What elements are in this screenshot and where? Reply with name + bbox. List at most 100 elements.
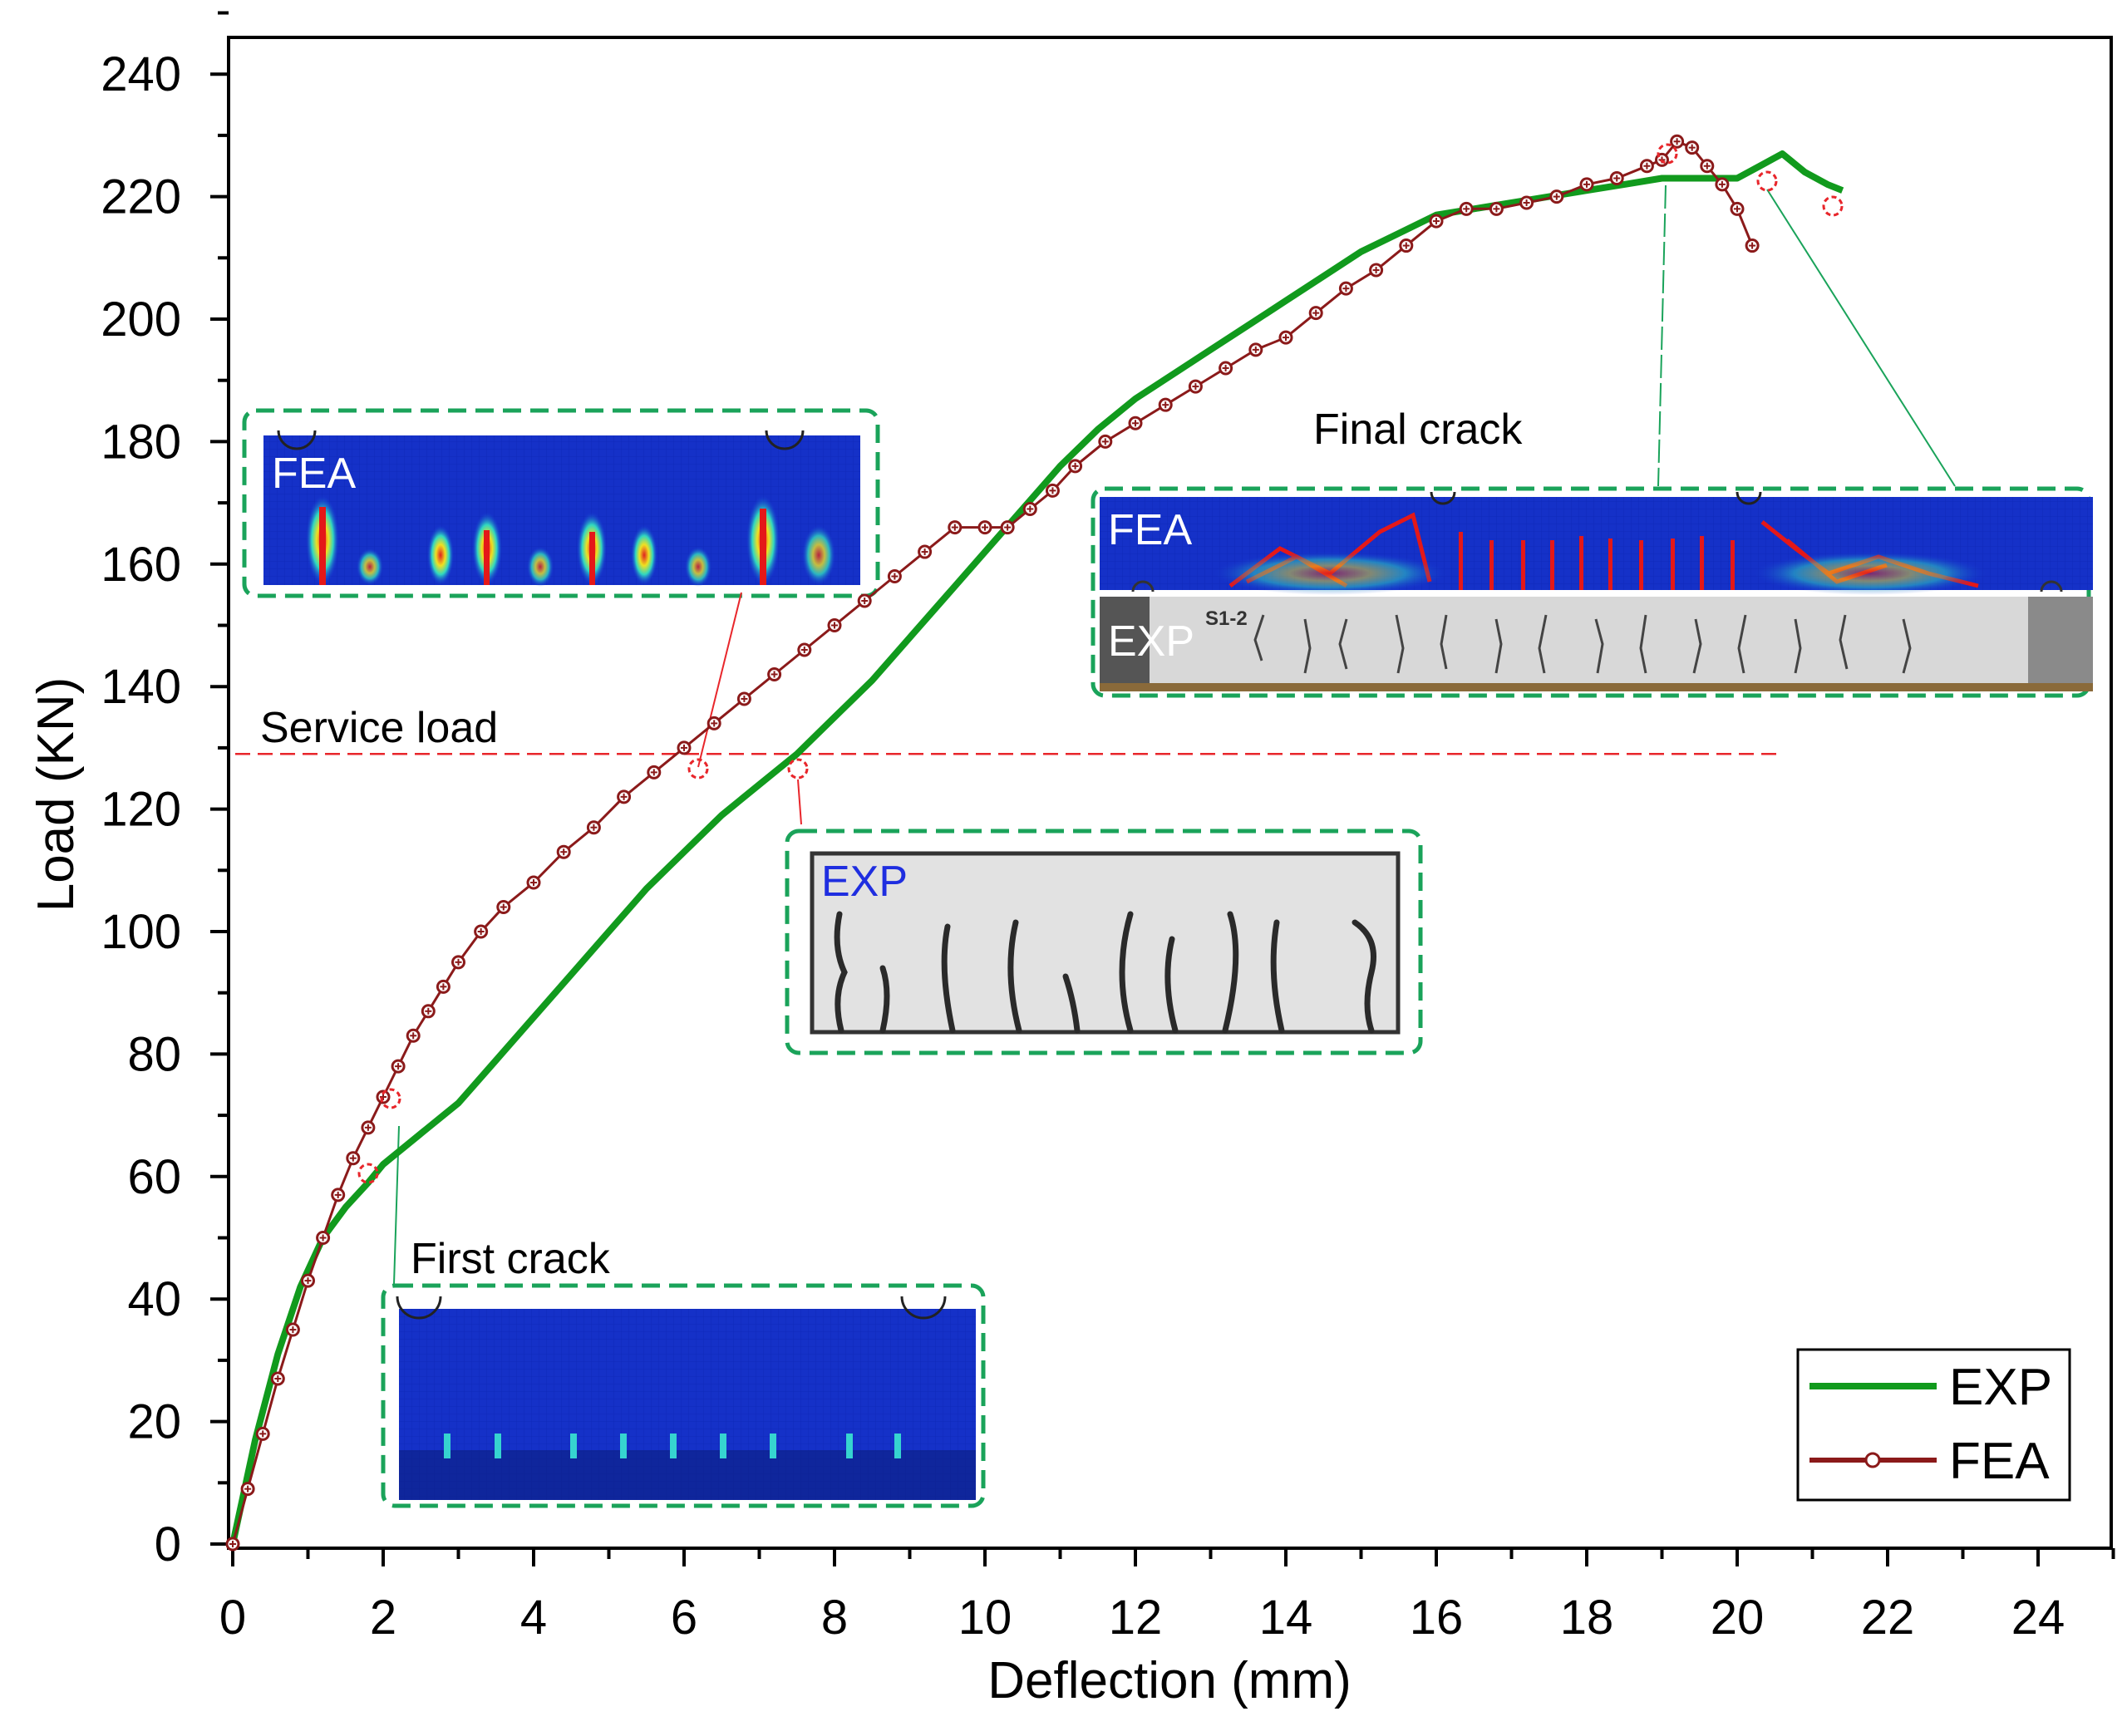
y-tick-label: 140 [101, 660, 181, 714]
data-point-fea [1158, 397, 1173, 412]
highlight-markers [357, 143, 1844, 1184]
axis-ticks [210, 11, 2115, 1566]
inset-exp-service-label: EXP [821, 858, 908, 906]
legend-exp-label: EXP [1949, 1359, 2052, 1416]
plot-frame [227, 36, 2113, 1550]
data-point-fea [857, 593, 872, 608]
legend-box [1796, 1348, 2071, 1502]
data-point-fea [406, 1028, 421, 1043]
y-tick-label: 180 [101, 415, 181, 469]
data-point-fea [1000, 520, 1015, 535]
data-point-fea [677, 740, 692, 755]
x-tick-label: 12 [1109, 1591, 1163, 1645]
inset-fea-final-label: FEA [1108, 506, 1192, 554]
data-point-fea [240, 1482, 255, 1497]
legend-fea-marker [1864, 1452, 1881, 1468]
data-point-fea [827, 618, 842, 632]
data-point-fea [526, 875, 541, 890]
inset-exp-final-label: EXP [1108, 617, 1194, 666]
data-point-fea [255, 1426, 270, 1441]
y-axis-title: Load (KN) [27, 677, 85, 912]
data-point-fea [1045, 483, 1060, 498]
specimen-tag: S1-2 [1205, 607, 1248, 630]
data-point-fea [1128, 416, 1143, 430]
series-line-fea [231, 140, 1754, 1545]
data-point-fea [496, 900, 511, 915]
data-point-fea [1219, 361, 1233, 376]
x-tick-label: 4 [520, 1591, 547, 1645]
data-point-fea [1730, 201, 1745, 216]
data-point-fea [647, 765, 662, 779]
leader-lines [393, 184, 1956, 1285]
data-point-fea [1685, 140, 1700, 155]
y-tick-label: 80 [127, 1027, 181, 1081]
data-point-fea [1369, 263, 1384, 278]
y-tick-label: 240 [101, 47, 181, 101]
data-point-fea [1459, 201, 1474, 216]
data-point-fea [1579, 177, 1594, 192]
inset-final-crack: S1-2 FEA EXP [1091, 486, 2093, 698]
x-tick-label: 14 [1259, 1591, 1313, 1645]
data-point-fea [1022, 501, 1037, 516]
data-point-fea [1549, 189, 1564, 204]
data-point-fea [797, 642, 812, 657]
data-point-fea [225, 1537, 240, 1552]
y-tick-label: 20 [127, 1395, 181, 1449]
data-point-fea [1489, 201, 1504, 216]
data-point-fea [331, 1188, 346, 1202]
data-point-fea [918, 544, 933, 559]
data-point-fea [887, 569, 902, 584]
inset-exp-service: EXP [785, 829, 1423, 1055]
x-tick-label: 16 [1410, 1591, 1464, 1645]
data-point-fea [391, 1059, 406, 1074]
data-point-fea [436, 979, 451, 994]
y-tick-label: 0 [155, 1517, 181, 1571]
data-point-fea [1068, 459, 1083, 474]
data-point-fea [346, 1151, 361, 1166]
data-point-fea [1745, 239, 1760, 253]
data-point-fea [1338, 281, 1353, 296]
y-tick-label: 100 [101, 905, 181, 959]
axis-tick-labels: 0 2 4 6 8 10 12 14 16 18 20 22 240204060801001201401… [101, 47, 2065, 1645]
data-point-fea [451, 955, 465, 970]
data-point-fea [617, 789, 632, 804]
x-tick-label: 20 [1711, 1591, 1765, 1645]
y-tick-label: 200 [101, 293, 181, 347]
legend: EXP FEA [1796, 1348, 2071, 1502]
inset-fea-service-label: FEA [272, 450, 356, 498]
inset-fea-first-crack [381, 1283, 986, 1508]
y-tick-label: 40 [127, 1272, 181, 1326]
data-point-fea [586, 820, 601, 835]
data-point-fea [474, 924, 489, 939]
final-crack-label: Final crack [1313, 406, 1523, 454]
y-tick-label: 60 [127, 1150, 181, 1204]
y-tick-label: 120 [101, 783, 181, 837]
service-load-label: Service load [260, 704, 498, 752]
data-point-fea [948, 520, 963, 535]
data-point-fea [1278, 330, 1293, 345]
data-point-fea [1188, 379, 1203, 394]
x-tick-label: 0 [219, 1591, 246, 1645]
data-point-fea [1639, 159, 1654, 174]
data-point-fea [1098, 434, 1113, 449]
data-point-fea [361, 1120, 376, 1135]
data-point-fea [376, 1089, 391, 1104]
data-point-fea [285, 1322, 300, 1337]
x-tick-label: 22 [1861, 1591, 1915, 1645]
legend-fea-label: FEA [1949, 1433, 2050, 1490]
data-point-fea [707, 716, 721, 730]
x-tick-label: 10 [958, 1591, 1012, 1645]
inset-fea-service: FEA [242, 408, 880, 598]
data-point-fea [316, 1231, 331, 1245]
data-point-fea [1700, 159, 1715, 174]
x-tick-label: 6 [671, 1591, 697, 1645]
data-point-fea [1670, 134, 1685, 149]
data-series [225, 134, 1844, 1552]
data-point-fea [301, 1273, 315, 1288]
x-tick-label: 18 [1560, 1591, 1614, 1645]
first-crack-label: First crack [411, 1235, 611, 1283]
data-point-fea [1519, 195, 1534, 210]
x-tick-label: 24 [2011, 1591, 2065, 1645]
x-axis-title: Deflection (mm) [987, 1652, 1352, 1709]
